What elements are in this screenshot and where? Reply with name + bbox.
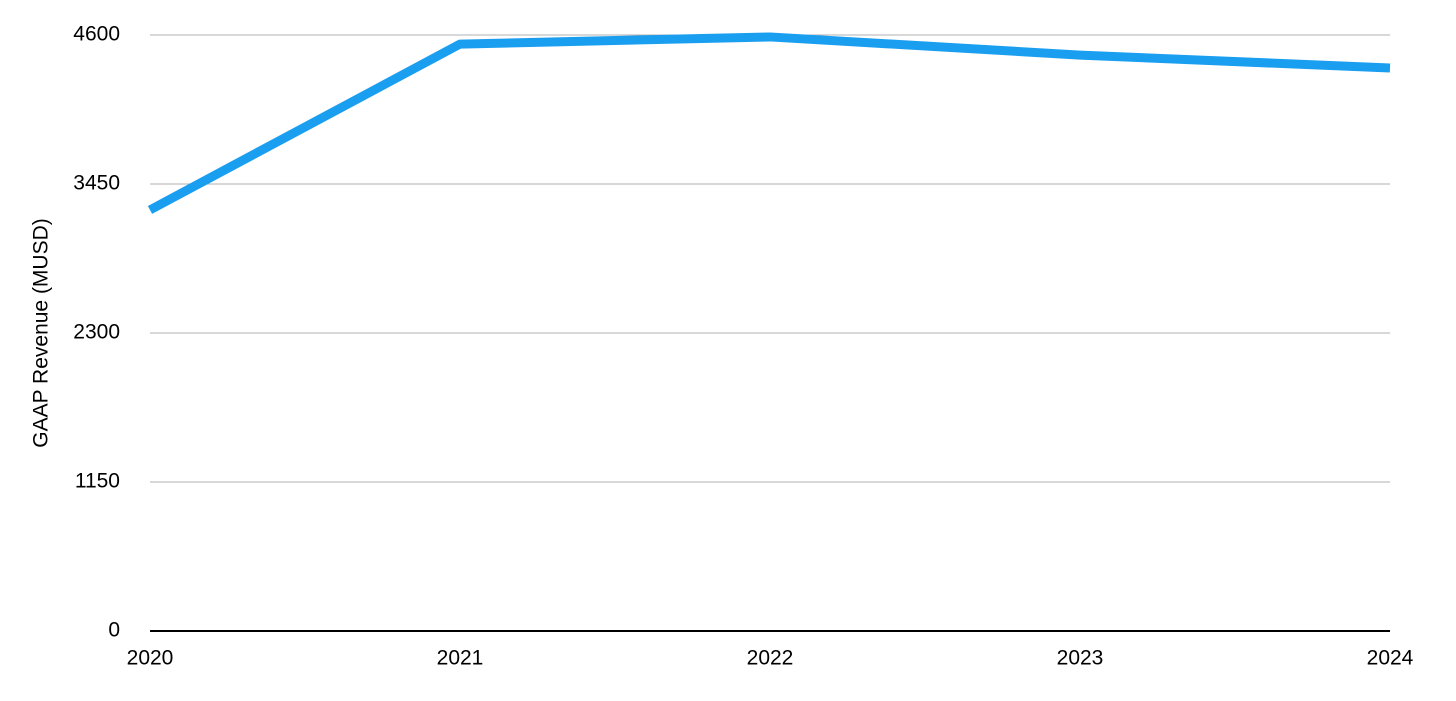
line	[147, 32, 1391, 214]
x-tick-label: 2020	[127, 647, 174, 670]
y-tick-label: 0	[108, 619, 120, 642]
x-tick-label: 2022	[747, 647, 794, 670]
y-tick-label: 3450	[73, 172, 120, 195]
y-tick-label: 1150	[75, 470, 120, 493]
y-tick-label: 4600	[73, 23, 120, 46]
x-tick-label: 2024	[1367, 647, 1414, 670]
x-tick-label: 2021	[437, 647, 484, 670]
y-axis-label: GAAP Revenue (MUSD)	[30, 218, 53, 448]
x-tick-label: 2023	[1057, 647, 1104, 670]
y-tick-label: 2300	[73, 321, 120, 344]
